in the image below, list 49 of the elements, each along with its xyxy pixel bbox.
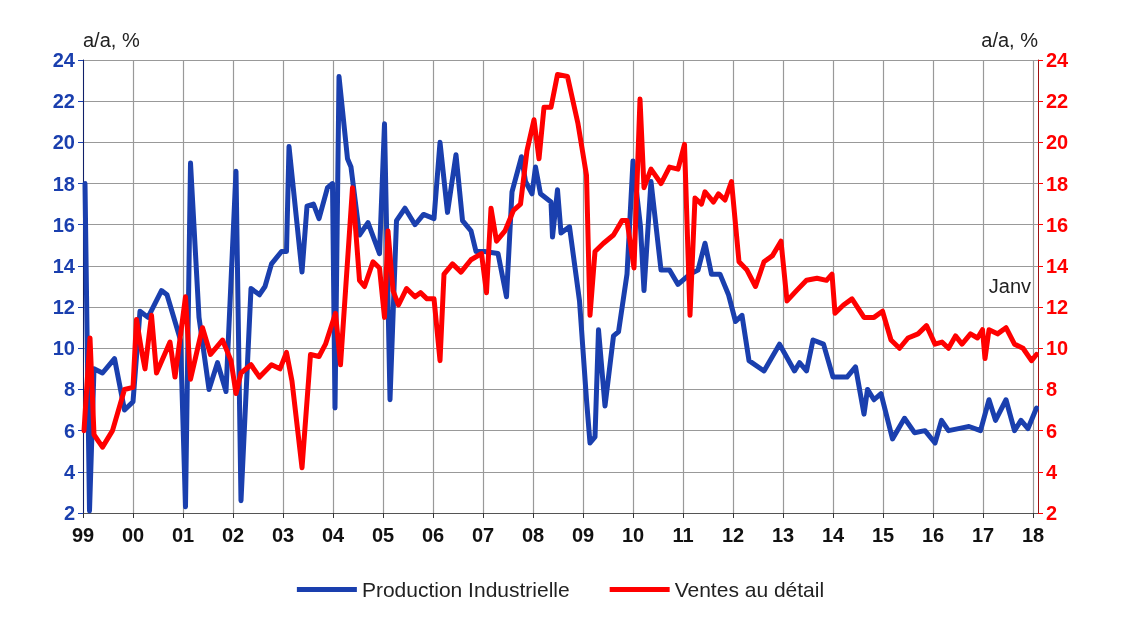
x-tick-label: 05 bbox=[371, 524, 395, 546]
y-tick-label: 22 bbox=[52, 90, 75, 113]
y2-tick-label: 18 bbox=[1046, 172, 1069, 195]
y2-axis-title: a/a, % bbox=[981, 29, 1039, 51]
y2-tick-label: 24 bbox=[1046, 49, 1070, 71]
y-tick-label: 6 bbox=[63, 419, 75, 442]
x-tick-label: 08 bbox=[521, 524, 545, 546]
y2-tick-label: 22 bbox=[1046, 90, 1069, 113]
x-tick-label: 06 bbox=[421, 524, 445, 546]
y-tick-label: 14 bbox=[52, 254, 76, 277]
x-tick-label: 01 bbox=[171, 524, 195, 546]
x-tick-label: 18 bbox=[1021, 524, 1045, 546]
x-tick-label: 04 bbox=[321, 524, 345, 546]
y-tick-label: 4 bbox=[63, 460, 76, 483]
y-tick-label: 2 bbox=[63, 502, 75, 524]
x-tick-label: 12 bbox=[721, 524, 745, 546]
y2-tick-label: 20 bbox=[1046, 131, 1069, 154]
x-tick-label: 99 bbox=[71, 524, 95, 546]
annotation: Janv bbox=[988, 275, 1031, 297]
y2-tick-label: 8 bbox=[1046, 378, 1058, 401]
x-tick-label: 00 bbox=[121, 524, 145, 546]
y-tick-label: 10 bbox=[52, 337, 75, 360]
y2-tick-label: 14 bbox=[1046, 254, 1070, 277]
legend-label: Production Industrielle bbox=[361, 578, 570, 601]
x-tick-label: 02 bbox=[221, 524, 245, 546]
x-tick-label: 11 bbox=[672, 524, 694, 546]
y2-tick-label: 12 bbox=[1046, 296, 1069, 319]
x-tick-label: 03 bbox=[271, 524, 295, 546]
y-tick-label: 16 bbox=[52, 213, 75, 236]
x-tick-label: 07 bbox=[471, 524, 495, 546]
x-tick-label: 10 bbox=[621, 524, 645, 546]
x-tick-label: 13 bbox=[771, 524, 795, 546]
y-tick-label: 20 bbox=[52, 131, 75, 154]
y-tick-label: 24 bbox=[52, 49, 76, 71]
x-tick-label: 14 bbox=[821, 524, 845, 546]
y2-tick-label: 16 bbox=[1046, 213, 1069, 236]
legend-label: Ventes au détail bbox=[674, 578, 825, 601]
y2-tick-label: 2 bbox=[1046, 502, 1058, 524]
y2-tick-label: 10 bbox=[1046, 337, 1069, 360]
y2-tick-label: 6 bbox=[1046, 419, 1058, 442]
x-tick-label: 09 bbox=[571, 524, 595, 546]
y-tick-label: 12 bbox=[52, 296, 75, 319]
x-tick-label: 15 bbox=[871, 524, 895, 546]
x-tick-label: 16 bbox=[921, 524, 945, 546]
y-tick-label: 18 bbox=[52, 172, 75, 195]
y-axis-title: a/a, % bbox=[83, 29, 140, 51]
y2-tick-label: 4 bbox=[1046, 460, 1058, 483]
y-tick-label: 8 bbox=[63, 378, 75, 401]
x-tick-label: 17 bbox=[971, 524, 995, 546]
